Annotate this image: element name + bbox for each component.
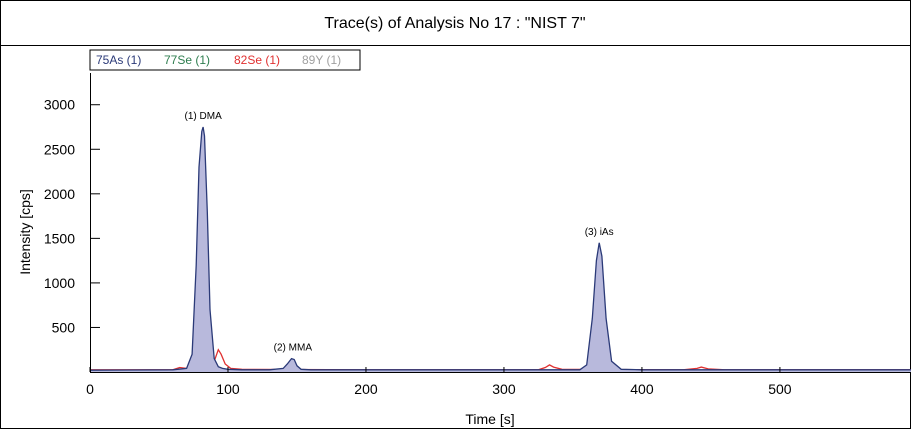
x-tick-label: 300 bbox=[492, 381, 516, 397]
peak-label: (2) MMA bbox=[274, 343, 313, 354]
x-axis-title: Time [s] bbox=[465, 411, 514, 427]
legend-box bbox=[89, 49, 361, 71]
y-tick-label: 1500 bbox=[44, 230, 75, 246]
y-tick-label: 2000 bbox=[44, 186, 75, 202]
x-tick-label: 500 bbox=[768, 381, 792, 397]
legend-entry: 77Se (1) bbox=[164, 53, 210, 67]
legend-entry: 82Se (1) bbox=[234, 53, 280, 67]
chart-title: Trace(s) of Analysis No 17 : "NIST 7" bbox=[324, 15, 585, 32]
x-tick-label: 0 bbox=[86, 381, 94, 397]
y-tick-label: 500 bbox=[52, 319, 76, 335]
legend: 75As (1) 77Se (1) 82Se (1) 89Y (1) bbox=[96, 53, 341, 67]
x-tick-label: 400 bbox=[630, 381, 654, 397]
peak-label: (3) iAs bbox=[585, 227, 614, 238]
axes: 0 100 200 300 400 500 500 1000 1500 2000 2500 3000 bbox=[44, 73, 911, 397]
y-tick-label: 2500 bbox=[44, 141, 75, 157]
y-axis-title: Intensity [cps] bbox=[17, 189, 33, 275]
x-tick-label: 100 bbox=[216, 381, 240, 397]
x-tick-label: 200 bbox=[354, 381, 378, 397]
y-tick-label: 3000 bbox=[44, 97, 75, 113]
y-tick-label: 1000 bbox=[44, 275, 75, 291]
peak-label: (1) DMA bbox=[185, 111, 223, 122]
series-line-0 bbox=[89, 126, 911, 371]
legend-entry: 75As (1) bbox=[96, 53, 141, 67]
legend-entry: 89Y (1) bbox=[302, 53, 341, 67]
